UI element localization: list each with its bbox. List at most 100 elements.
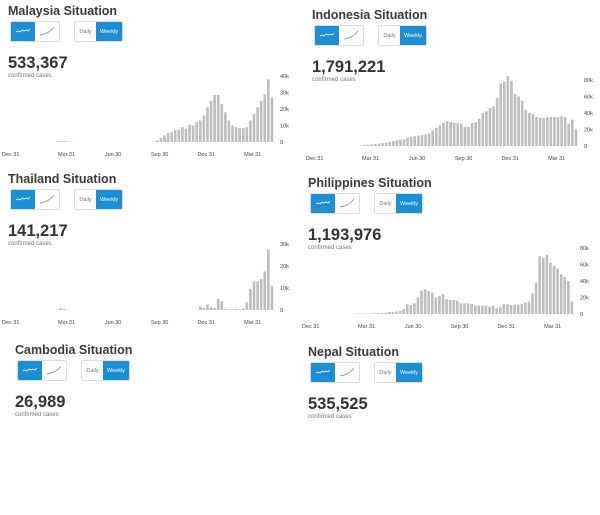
weekly-button[interactable]: Weekly <box>103 361 129 380</box>
bar[interactable] <box>217 299 220 310</box>
bar[interactable] <box>492 106 495 146</box>
bar[interactable] <box>224 112 227 142</box>
bar[interactable] <box>224 309 227 310</box>
bar[interactable] <box>575 130 578 147</box>
bar[interactable] <box>446 121 449 146</box>
bar[interactable] <box>256 107 259 142</box>
bar[interactable] <box>246 302 249 310</box>
bar[interactable] <box>220 301 223 310</box>
bar[interactable] <box>528 302 531 314</box>
bar[interactable] <box>267 250 270 311</box>
bar[interactable] <box>381 143 384 146</box>
bar[interactable] <box>231 309 234 310</box>
bar[interactable] <box>560 274 563 314</box>
bar[interactable] <box>402 309 405 314</box>
bar[interactable] <box>203 308 206 310</box>
bar[interactable] <box>367 145 370 146</box>
bar[interactable] <box>63 309 66 310</box>
daily-button[interactable]: Daily <box>375 363 396 382</box>
bar[interactable] <box>231 126 234 143</box>
linear-scale-button[interactable] <box>18 361 42 380</box>
bar[interactable] <box>571 302 574 314</box>
bar[interactable] <box>467 303 470 314</box>
bar[interactable] <box>449 122 452 146</box>
bar[interactable] <box>235 309 238 310</box>
bar[interactable] <box>452 300 455 314</box>
bar[interactable] <box>571 120 574 146</box>
bar[interactable] <box>427 291 430 314</box>
bar[interactable] <box>192 126 195 143</box>
bar[interactable] <box>195 122 198 142</box>
bar[interactable] <box>563 277 566 314</box>
bar[interactable] <box>489 108 492 146</box>
weekly-button[interactable]: Weekly <box>96 190 122 209</box>
bar[interactable] <box>488 307 491 314</box>
daily-button[interactable]: Daily <box>379 26 400 45</box>
bar[interactable] <box>549 263 552 314</box>
bar[interactable] <box>249 121 252 142</box>
bar[interactable] <box>228 121 231 142</box>
bar[interactable] <box>406 138 409 146</box>
bar[interactable] <box>206 305 209 311</box>
daily-button[interactable]: Daily <box>82 361 103 380</box>
bar[interactable] <box>431 130 434 146</box>
bar[interactable] <box>553 117 556 146</box>
bar[interactable] <box>517 97 520 147</box>
bar[interactable] <box>439 125 442 146</box>
bar[interactable] <box>242 128 245 142</box>
bar[interactable] <box>503 82 506 146</box>
bar[interactable] <box>421 135 424 146</box>
bar[interactable] <box>460 303 463 314</box>
bar[interactable] <box>185 129 188 142</box>
bar[interactable] <box>438 296 441 314</box>
bar[interactable] <box>178 130 181 142</box>
bar[interactable] <box>167 133 170 142</box>
bar[interactable] <box>406 304 409 314</box>
bar[interactable] <box>535 117 538 146</box>
bar[interactable] <box>442 123 445 146</box>
bar[interactable] <box>517 305 520 314</box>
log-scale-button[interactable] <box>339 26 363 45</box>
bar[interactable] <box>174 130 177 142</box>
bar[interactable] <box>410 305 413 314</box>
bar[interactable] <box>242 308 245 310</box>
bar[interactable] <box>520 304 523 314</box>
bar[interactable] <box>374 144 377 146</box>
daily-button[interactable]: Daily <box>375 194 396 213</box>
bar[interactable] <box>253 281 256 310</box>
bar[interactable] <box>507 76 510 146</box>
bar[interactable] <box>388 142 391 146</box>
bar[interactable] <box>260 101 263 142</box>
bar[interactable] <box>535 283 538 314</box>
bar[interactable] <box>203 116 206 142</box>
bar[interactable] <box>482 113 485 146</box>
bar[interactable] <box>496 98 499 146</box>
bar[interactable] <box>213 95 216 142</box>
weekly-button[interactable]: Weekly <box>396 194 422 213</box>
bar[interactable] <box>267 79 270 142</box>
bar[interactable] <box>553 266 556 314</box>
bar[interactable] <box>417 298 420 315</box>
bar[interactable] <box>567 281 570 314</box>
bar[interactable] <box>449 300 452 314</box>
log-scale-button[interactable] <box>35 22 59 41</box>
linear-scale-button[interactable] <box>311 363 335 382</box>
bar[interactable] <box>206 107 209 142</box>
bar[interactable] <box>263 272 266 311</box>
bar[interactable] <box>260 279 263 310</box>
bar[interactable] <box>181 127 184 142</box>
bar[interactable] <box>560 116 563 146</box>
bar[interactable] <box>377 313 380 314</box>
bar[interactable] <box>538 256 541 314</box>
linear-scale-button[interactable] <box>311 194 335 213</box>
bar[interactable] <box>485 306 488 314</box>
bar[interactable] <box>442 294 445 314</box>
daily-button[interactable]: Daily <box>75 190 96 209</box>
log-scale-button[interactable] <box>42 361 66 380</box>
bar[interactable] <box>246 127 249 142</box>
bar[interactable] <box>388 312 391 314</box>
bar[interactable] <box>256 281 259 310</box>
bar[interactable] <box>435 298 438 315</box>
bar[interactable] <box>499 83 502 146</box>
bar[interactable] <box>524 110 527 146</box>
